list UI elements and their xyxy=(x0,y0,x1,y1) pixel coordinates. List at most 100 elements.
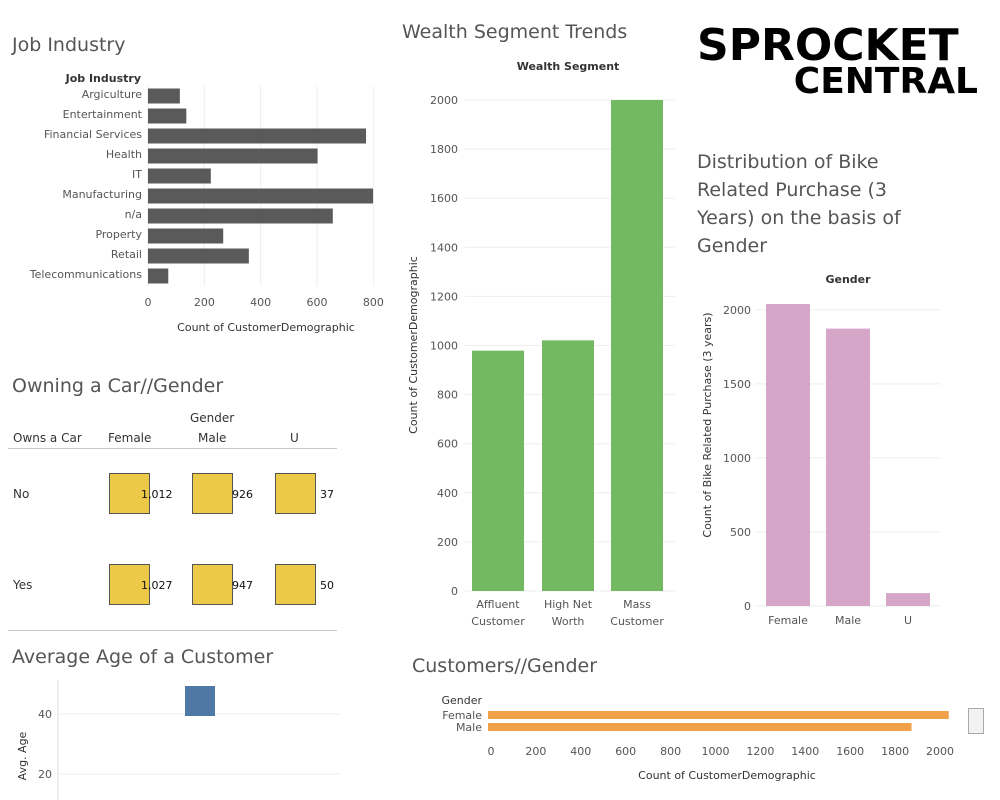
bike-y-tick: 0 xyxy=(744,600,751,613)
bike-title: Distribution of Bike Related Purchase (3… xyxy=(697,151,901,257)
job-category-label: Retail xyxy=(111,248,142,261)
customers-x-tick: 600 xyxy=(615,745,636,758)
job-industry-title: Job Industry xyxy=(12,34,126,56)
customers-x-tick: 2000 xyxy=(926,745,954,758)
job-x-tick: 200 xyxy=(194,296,215,309)
customers-bar xyxy=(488,723,912,731)
job-x-tick: 400 xyxy=(250,296,271,309)
customers-category-label: Female xyxy=(442,709,482,722)
job-category-label: Financial Services xyxy=(44,128,142,141)
job-industry-header: Job Industry xyxy=(65,72,141,85)
wealth-y-tick: 1200 xyxy=(430,290,458,303)
customers-x-tick: 1800 xyxy=(881,745,909,758)
job-category-label: n/a xyxy=(125,208,142,221)
car-gender-header: Gender xyxy=(190,411,235,425)
car-col-male: Male xyxy=(198,431,227,445)
car-row-no-label: No xyxy=(13,487,30,501)
job-category-label: Telecommunications xyxy=(29,268,143,281)
car-cell-yes-u xyxy=(275,564,316,605)
car-cell-no-female xyxy=(109,473,150,514)
job-industry-chart: Job Industry Count of CustomerDemographi… xyxy=(29,72,384,334)
wealth-bar xyxy=(542,340,594,591)
car-value-yes-u: 50 xyxy=(320,579,334,592)
customers-x-tick: 1400 xyxy=(791,745,819,758)
car-row-yes-label: Yes xyxy=(13,578,33,592)
car-col-u: U xyxy=(290,431,299,445)
car-cell-yes-male xyxy=(192,564,233,605)
bike-category-label: Female xyxy=(768,614,808,627)
car-value-yes-male: 947 xyxy=(232,579,253,592)
bike-bar xyxy=(766,304,810,606)
job-bar xyxy=(148,268,169,284)
car-cell-no-u xyxy=(275,473,316,514)
car-value-no-male: 926 xyxy=(232,488,253,501)
age-ylabel: Avg. Age xyxy=(16,731,29,780)
car-title: Owning a Car//Gender xyxy=(12,375,224,397)
wealth-category-label-line2: Worth xyxy=(552,615,585,628)
bike-bar xyxy=(826,328,870,606)
job-x-tick: 800 xyxy=(363,296,384,309)
job-category-label: Entertainment xyxy=(63,108,143,121)
wealth-ylabel: Count of CustomerDemographic xyxy=(407,256,420,434)
logo-line2: CENTRAL xyxy=(794,61,978,98)
bike-chart: Gender Count of Bike Related Purchase (3… xyxy=(701,273,940,627)
customers-header: Gender xyxy=(441,694,482,707)
bike-y-tick: 2000 xyxy=(723,304,751,317)
job-category-label: Argiculture xyxy=(82,88,143,101)
bike-category-label: Male xyxy=(835,614,861,627)
customers-scrollbar[interactable] xyxy=(968,708,984,734)
bike-y-tick: 500 xyxy=(730,526,751,539)
car-cell-yes-female xyxy=(109,564,150,605)
wealth-y-tick: 2000 xyxy=(430,94,458,107)
job-bar xyxy=(148,248,249,264)
wealth-category-label-line1: Affluent xyxy=(476,598,520,611)
job-x-tick: 0 xyxy=(145,296,152,309)
wealth-y-tick: 1600 xyxy=(430,192,458,205)
car-value-yes-female: 1,027 xyxy=(141,579,173,592)
bike-bar xyxy=(886,593,930,606)
wealth-title: Wealth Segment Trends xyxy=(402,21,628,43)
bike-y-tick: 1000 xyxy=(723,452,751,465)
bike-category-label: U xyxy=(904,614,912,627)
bike-header: Gender xyxy=(825,273,871,286)
customers-category-label: Male xyxy=(456,721,482,734)
wealth-category-label-line2: Customer xyxy=(471,615,525,628)
wealth-bar xyxy=(472,350,524,591)
job-bar xyxy=(148,128,367,144)
age-y-tick: 20 xyxy=(38,768,52,781)
bike-ylabel: Count of Bike Related Purchase (3 years) xyxy=(701,312,714,537)
car-col-female: Female xyxy=(108,431,152,445)
customers-x-tick: 1200 xyxy=(746,745,774,758)
job-x-tick: 600 xyxy=(307,296,328,309)
wealth-chart: Wealth Segment Count of CustomerDemograp… xyxy=(407,60,675,628)
sprocket-central-logo: SPROCKET CENTRAL xyxy=(697,20,978,98)
job-industry-xlabel: Count of CustomerDemographic xyxy=(177,321,355,334)
age-title: Average Age of a Customer xyxy=(12,646,274,668)
job-category-label: IT xyxy=(132,168,142,181)
job-bar xyxy=(148,148,318,164)
age-bar xyxy=(185,686,215,716)
customers-x-tick: 800 xyxy=(660,745,681,758)
job-bar xyxy=(148,208,333,224)
age-chart: Avg. Age 40 20 xyxy=(16,680,340,800)
customers-x-tick: 1000 xyxy=(702,745,730,758)
customers-xlabel: Count of CustomerDemographic xyxy=(638,769,816,782)
wealth-bar xyxy=(611,100,663,591)
customers-x-tick: 200 xyxy=(525,745,546,758)
wealth-y-tick: 1800 xyxy=(430,143,458,156)
job-bar xyxy=(148,88,180,104)
job-category-label: Health xyxy=(106,148,142,161)
customers-x-tick: 1600 xyxy=(836,745,864,758)
car-value-no-female: 1,012 xyxy=(141,488,173,501)
wealth-y-tick: 400 xyxy=(437,487,458,500)
job-bar xyxy=(148,168,211,184)
wealth-y-tick: 200 xyxy=(437,536,458,549)
logo-line1: SPROCKET xyxy=(697,20,959,71)
car-row-header: Owns a Car xyxy=(13,431,82,445)
wealth-y-tick: 800 xyxy=(437,389,458,402)
wealth-y-tick: 1000 xyxy=(430,340,458,353)
wealth-y-tick: 600 xyxy=(437,438,458,451)
car-header-rule xyxy=(8,448,337,449)
customers-x-tick: 400 xyxy=(570,745,591,758)
car-bottom-rule xyxy=(8,630,337,631)
